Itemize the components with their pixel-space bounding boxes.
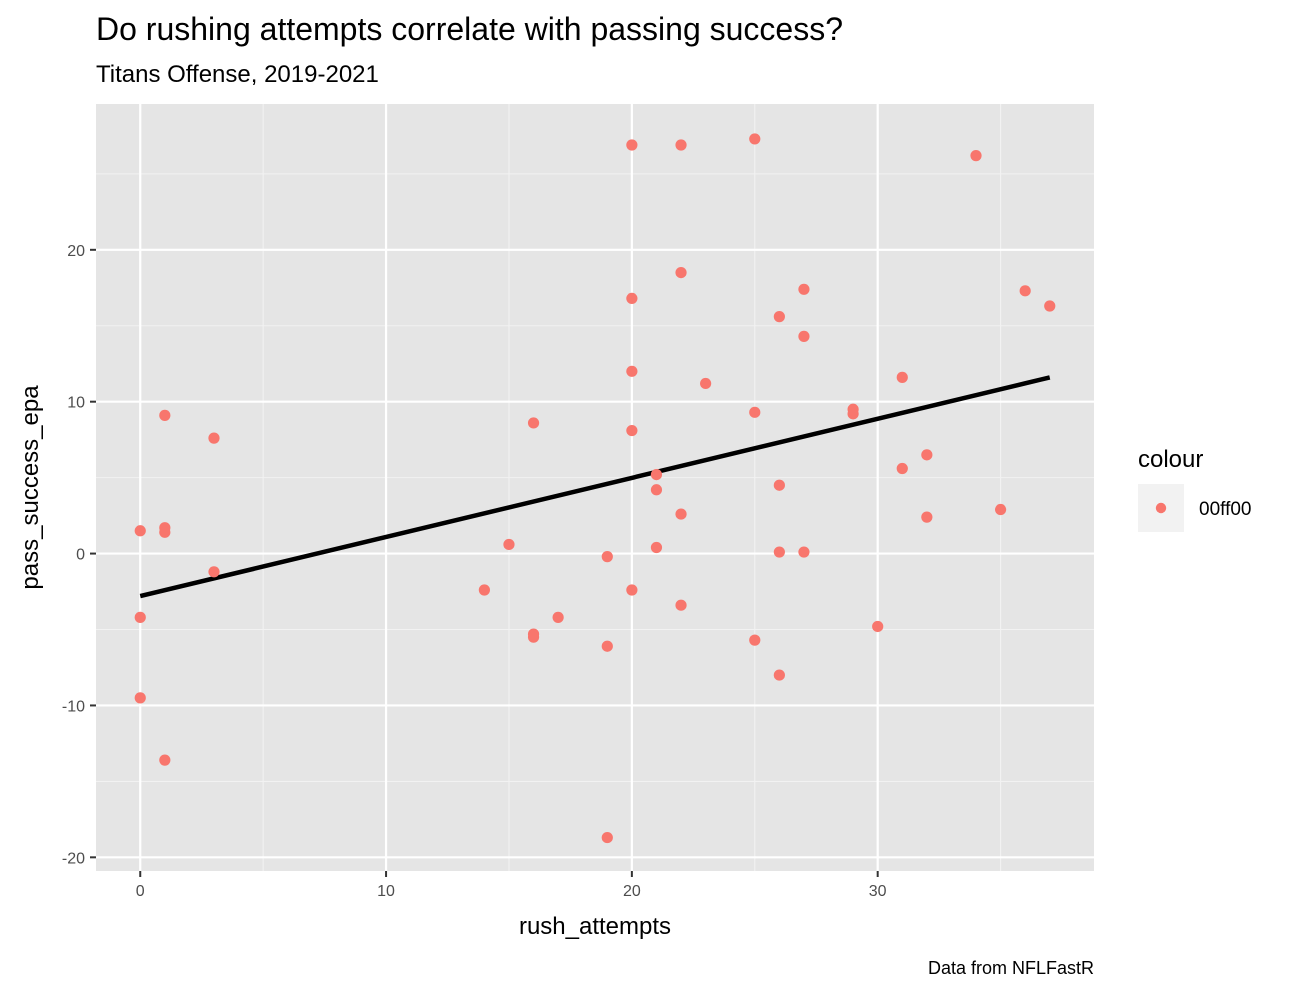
data-point: [675, 599, 687, 611]
data-point: [208, 432, 220, 444]
data-point: [601, 640, 613, 652]
data-point: [921, 449, 933, 461]
data-point: [921, 511, 933, 523]
data-point: [896, 371, 908, 383]
y-tick-label: -20: [62, 850, 85, 867]
chart-title: Do rushing attempts correlate with passi…: [96, 11, 843, 47]
legend-key-point: [1155, 502, 1167, 514]
data-point: [650, 468, 663, 481]
data-point: [675, 508, 687, 520]
data-point: [503, 538, 515, 551]
data-point: [552, 611, 564, 623]
data-point: [773, 669, 785, 681]
data-point: [626, 139, 638, 151]
data-point: [134, 525, 146, 537]
data-point: [626, 292, 638, 305]
data-point: [159, 526, 171, 538]
data-point: [798, 283, 810, 295]
data-point: [872, 620, 884, 633]
data-point: [847, 408, 859, 420]
data-point: [650, 541, 663, 554]
points-layer: [134, 133, 1056, 844]
data-point: [159, 409, 171, 421]
data-point: [478, 584, 490, 596]
regression-line-layer: [139, 375, 1051, 599]
data-point: [134, 692, 146, 704]
data-point: [798, 546, 810, 558]
data-point: [650, 484, 663, 496]
data-point: [134, 611, 146, 623]
data-point: [208, 566, 220, 578]
x-axis-title: rush_attempts: [519, 913, 671, 940]
data-point: [1044, 300, 1056, 312]
data-point: [700, 377, 712, 390]
data-point: [626, 584, 638, 596]
y-tick-label: 10: [67, 395, 85, 412]
data-point: [994, 503, 1007, 516]
y-axis: -20 -10 0 10 20: [62, 243, 96, 867]
data-point: [1019, 285, 1031, 297]
data-point: [601, 831, 613, 844]
data-point: [675, 139, 687, 151]
data-point: [626, 365, 638, 377]
data-point: [773, 479, 785, 491]
regression-line: [139, 375, 1051, 599]
data-point: [527, 631, 540, 643]
data-point: [896, 462, 908, 475]
chart-subtitle: Titans Offense, 2019-2021: [96, 61, 379, 88]
data-point: [749, 133, 761, 145]
y-axis-title: pass_success_epa: [17, 385, 44, 590]
y-tick-label: 20: [67, 243, 85, 260]
data-point: [773, 311, 785, 323]
data-point: [527, 417, 540, 429]
x-axis: 0 10 20 30: [136, 871, 887, 900]
x-tick-label: 30: [869, 883, 887, 900]
legend: colour 00ff00: [1138, 446, 1251, 532]
data-point: [970, 150, 982, 162]
legend-title: colour: [1138, 446, 1203, 473]
y-tick-label: 0: [76, 547, 85, 564]
grid-lines: [96, 104, 1094, 871]
y-tick-label: -10: [62, 698, 85, 715]
data-point: [601, 551, 613, 563]
data-point: [749, 634, 761, 646]
data-point: [626, 424, 638, 437]
x-tick-label: 20: [623, 883, 641, 900]
data-point: [675, 266, 687, 279]
data-point: [798, 330, 810, 342]
x-tick-label: 10: [377, 883, 395, 900]
data-point: [749, 406, 761, 418]
x-tick-label: 0: [136, 883, 145, 900]
legend-label: 00ff00: [1199, 499, 1251, 520]
data-point: [773, 546, 785, 558]
chart-caption: Data from NFLFastR: [928, 958, 1094, 978]
data-point: [159, 754, 171, 766]
